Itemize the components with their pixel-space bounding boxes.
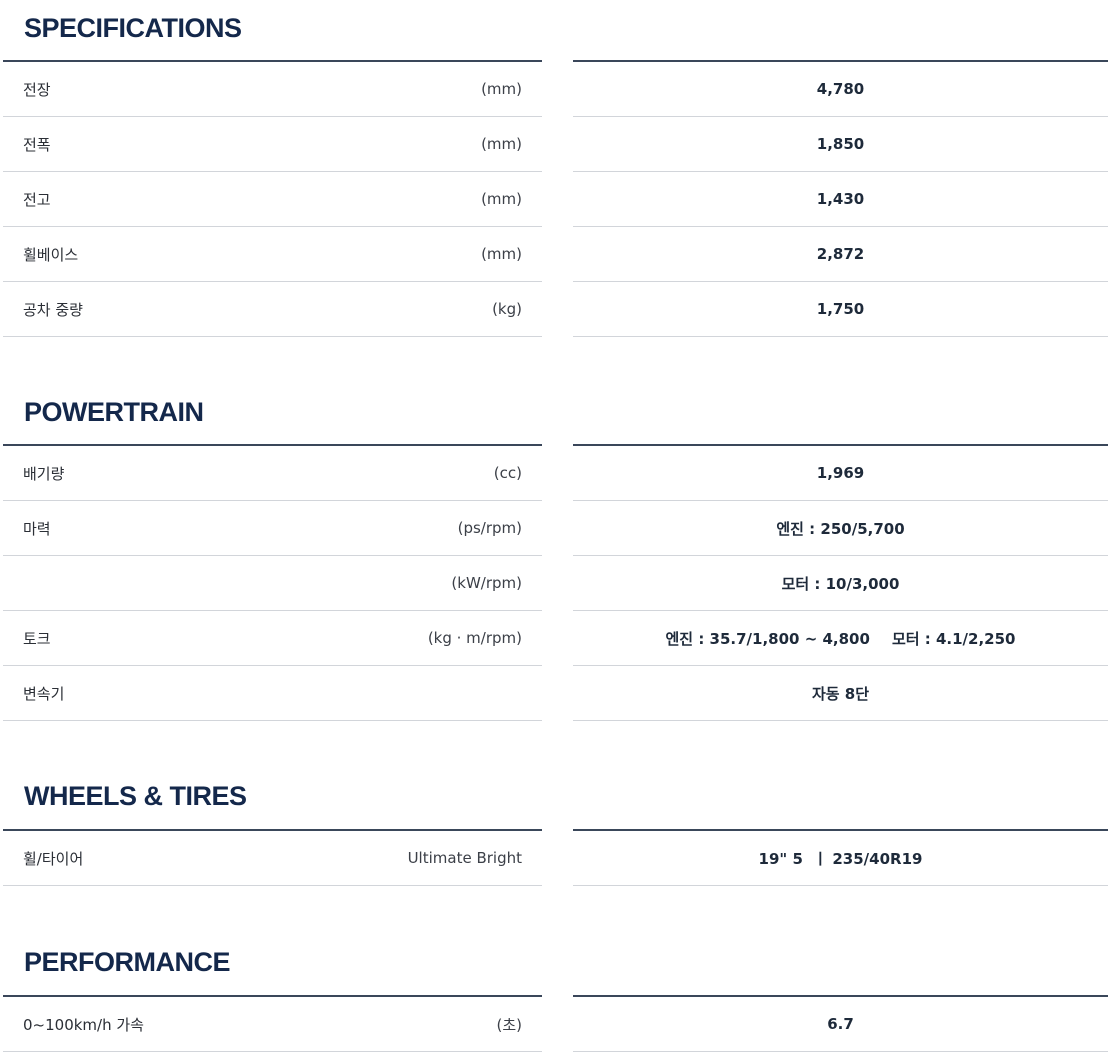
torque-values: 엔진 : 35.7/1,800 ~ 4,800 모터 : 4.1/2,250: [666, 628, 1016, 649]
spec-row: 0~100km/h 가속 (초): [3, 997, 542, 1052]
spec-value-row: 모터 : 10/3,000: [573, 556, 1108, 611]
wheels-labels-column: 휠/타이어 Ultimate Bright: [3, 829, 542, 886]
spec-value: 엔진 : 35.7/1,800 ~ 4,800: [665, 629, 870, 648]
spec-row: 마력 (ps/rpm): [3, 501, 542, 556]
spec-label: 전장: [23, 80, 51, 99]
spec-value-row: 2,872: [573, 227, 1108, 282]
spec-value: 1,850: [816, 135, 865, 153]
spec-row: 변속기: [3, 666, 542, 721]
spec-value: 자동 8단: [811, 684, 870, 703]
spec-value-row: 1,750: [573, 282, 1108, 337]
spec-labels-column: 전장 (mm) 전폭 (mm) 전고 (mm) 휠베이스 (mm) 공차 중량 …: [3, 60, 542, 337]
spec-row: 전장 (mm): [3, 62, 542, 117]
spec-unit: Ultimate Bright: [407, 849, 522, 867]
performance-values-column: 6.7: [573, 995, 1108, 1052]
section-title: WHEELS & TIRES: [24, 781, 247, 811]
spec-row: (kW/rpm): [3, 556, 542, 611]
spec-value-row: 19" 5 ㅣ 235/40R19: [573, 831, 1108, 886]
spec-unit: (mm): [481, 135, 522, 153]
spec-label: 마력: [23, 519, 51, 538]
spec-label: 변속기: [23, 684, 65, 703]
spec-unit: (kW/rpm): [451, 574, 522, 592]
spec-value-row: 4,780: [573, 62, 1108, 117]
spec-label: 전폭: [23, 135, 51, 154]
spec-value-row: 엔진 : 250/5,700: [573, 501, 1108, 556]
spec-value: 1,430: [816, 190, 865, 208]
spec-unit: (ps/rpm): [457, 519, 522, 537]
spec-value-row: 엔진 : 35.7/1,800 ~ 4,800 모터 : 4.1/2,250: [573, 611, 1108, 666]
spec-value-row: 자동 8단: [573, 666, 1108, 721]
performance-labels-column: 0~100km/h 가속 (초): [3, 995, 542, 1052]
spec-label: 배기량: [23, 464, 65, 483]
spec-label: 전고: [23, 190, 51, 209]
spec-row: 휠/타이어 Ultimate Bright: [3, 831, 542, 886]
spec-value: 19" 5 ㅣ 235/40R19: [758, 849, 923, 868]
spec-unit: (kg): [492, 300, 522, 318]
spec-value: 1,750: [816, 300, 865, 318]
spec-label: 공차 중량: [23, 300, 83, 319]
section-title: POWERTRAIN: [24, 397, 204, 427]
powertrain-values-column: 1,969 엔진 : 250/5,700 모터 : 10/3,000 엔진 : …: [573, 444, 1108, 721]
spec-value-row: 1,969: [573, 446, 1108, 501]
section-title: SPECIFICATIONS: [24, 13, 242, 43]
spec-label: 휠베이스: [23, 245, 79, 264]
spec-unit: (cc): [493, 464, 522, 482]
powertrain-labels-column: 배기량 (cc) 마력 (ps/rpm) (kW/rpm) 토크 (kg · m…: [3, 444, 542, 721]
spec-value: 2,872: [816, 245, 865, 263]
spec-unit: (초): [496, 1015, 522, 1034]
spec-value: 6.7: [827, 1015, 854, 1033]
spec-label: 휠/타이어: [23, 849, 84, 868]
spec-value: 4,780: [816, 80, 865, 98]
spec-value: 모터 : 10/3,000: [781, 574, 900, 593]
spec-unit: (mm): [481, 80, 522, 98]
spec-value-secondary: 모터 : 4.1/2,250: [891, 629, 1016, 648]
spec-row: 전폭 (mm): [3, 117, 542, 172]
wheels-values-column: 19" 5 ㅣ 235/40R19: [573, 829, 1108, 886]
spec-value-row: 1,850: [573, 117, 1108, 172]
spec-label: 토크: [23, 629, 51, 648]
spec-row: 전고 (mm): [3, 172, 542, 227]
section-title: PERFORMANCE: [24, 947, 231, 977]
spec-row: 토크 (kg · m/rpm): [3, 611, 542, 666]
spec-value-row: 1,430: [573, 172, 1108, 227]
spec-value-row: 6.7: [573, 997, 1108, 1052]
spec-row: 배기량 (cc): [3, 446, 542, 501]
spec-unit: (mm): [481, 245, 522, 263]
spec-row: 휠베이스 (mm): [3, 227, 542, 282]
spec-value: 엔진 : 250/5,700: [776, 519, 905, 538]
spec-values-column: 4,780 1,850 1,430 2,872 1,750: [573, 60, 1108, 337]
spec-label: 0~100km/h 가속: [23, 1015, 144, 1034]
spec-row: 공차 중량 (kg): [3, 282, 542, 337]
spec-unit: (mm): [481, 190, 522, 208]
spec-unit: (kg · m/rpm): [427, 629, 522, 647]
spec-value: 1,969: [816, 464, 865, 482]
